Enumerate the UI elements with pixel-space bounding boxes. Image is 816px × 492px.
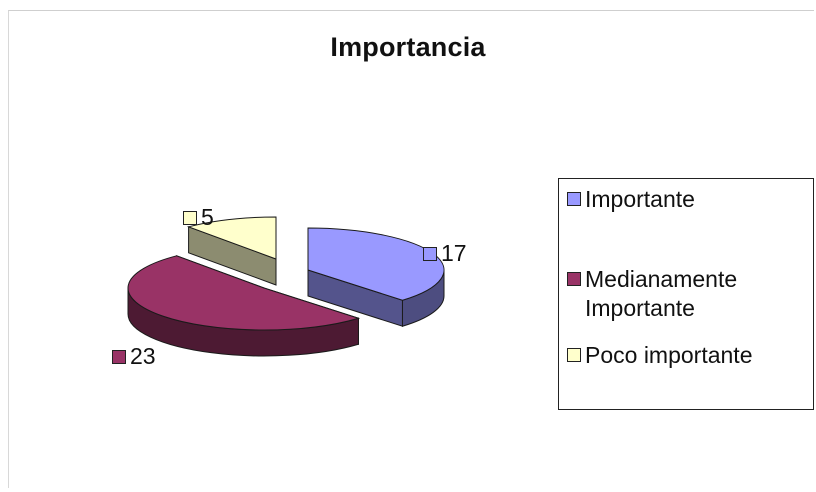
data-label-value-importante: 17 bbox=[441, 240, 467, 266]
legend-swatch-medianamente-importante bbox=[567, 272, 581, 286]
pie-slice-poco-importante bbox=[186, 216, 277, 286]
data-label-poco-importante: 5 bbox=[183, 204, 214, 231]
legend-label-medianamente-importante: Medianamente Importante bbox=[585, 266, 738, 321]
legend-item-importante: Importante bbox=[567, 185, 810, 214]
pie-slice-medianamente-importante bbox=[127, 255, 361, 357]
chart-title: Importancia bbox=[330, 32, 486, 62]
chart-frame bbox=[8, 10, 814, 488]
legend-item-poco-importante: Poco importante bbox=[567, 341, 810, 370]
pie-slice-top-medianamente-importante bbox=[127, 255, 361, 331]
legend-label-poco-importante: Poco importante bbox=[585, 342, 753, 368]
data-label-swatch-medianamente-importante bbox=[112, 349, 126, 364]
data-label-value-medianamente-importante: 23 bbox=[130, 343, 156, 369]
data-label-swatch-poco-importante bbox=[183, 210, 197, 225]
legend-item-medianamente-importante: Medianamente Importante bbox=[567, 265, 810, 323]
data-label-swatch-importante bbox=[423, 246, 437, 261]
legend-label-importante: Importante bbox=[585, 186, 695, 212]
pie-slice-importante bbox=[307, 227, 445, 327]
data-label-medianamente-importante: 23 bbox=[112, 343, 156, 370]
pie-slice-top-poco-importante bbox=[186, 216, 277, 260]
legend: Importante Medianamente Importante Poco … bbox=[558, 178, 814, 410]
data-label-value-poco-importante: 5 bbox=[201, 204, 214, 230]
data-label-importante: 17 bbox=[423, 240, 467, 267]
legend-swatch-importante bbox=[567, 192, 581, 206]
legend-swatch-poco-importante bbox=[567, 348, 581, 362]
